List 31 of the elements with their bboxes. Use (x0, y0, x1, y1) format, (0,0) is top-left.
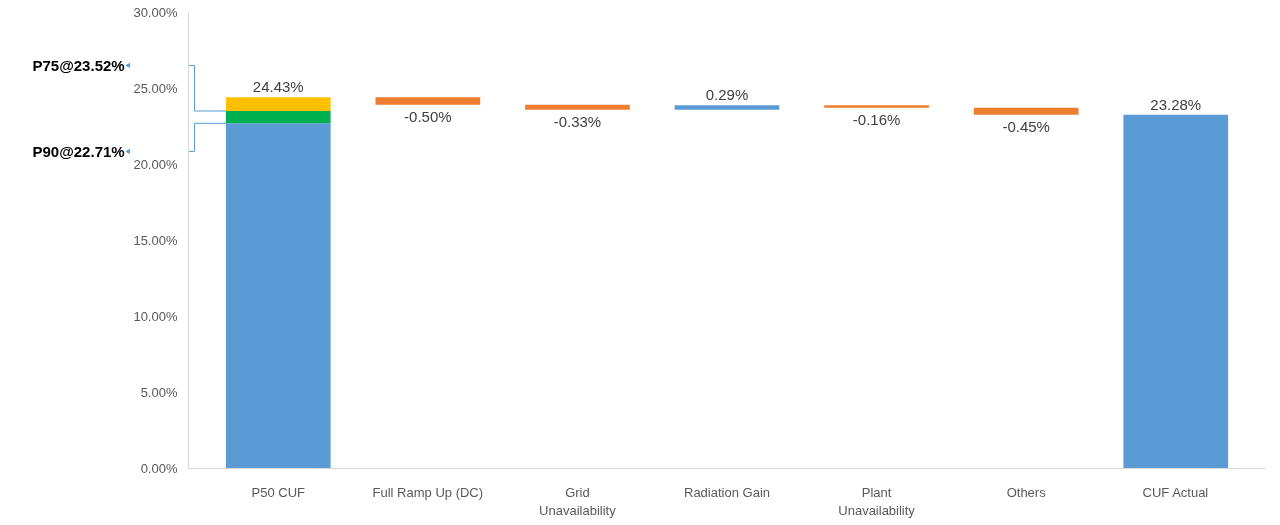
x-tick-label: Plant Unavailability (838, 484, 916, 518)
y-tick-label: 30.00% (133, 5, 178, 20)
y-tick-label: 5.00% (140, 385, 178, 400)
text: P75@23.52% (32, 56, 125, 74)
y-tick-label: 10.00% (133, 309, 178, 324)
text: P90@22.71% (32, 142, 125, 160)
x-tick-label: Others (1006, 484, 1047, 500)
data-label: -0.45% (1002, 117, 1050, 135)
y-tick-label: 0.00% (140, 461, 178, 476)
data-label: 24.43% (252, 78, 304, 96)
bar (824, 105, 929, 108)
bar (225, 111, 331, 124)
x-tick-label: P50 CUF (251, 484, 306, 500)
data-label: -0.16% (852, 110, 901, 128)
x-tick-label: Grid Unavailability (539, 484, 617, 518)
x-tick-label: Full Ramp Up (DC) (372, 484, 484, 500)
bar (225, 97, 331, 111)
data-label: 0.29% (705, 86, 749, 104)
bar (1123, 114, 1229, 469)
bar (525, 104, 630, 110)
bar (375, 97, 481, 105)
y-tick-label: 25.00% (133, 81, 178, 96)
bar (674, 105, 780, 110)
data-label: 23.28% (1150, 95, 1202, 113)
x-tick-label: Radiation Gain (684, 484, 770, 500)
y-tick-label: 15.00% (133, 233, 178, 248)
bar (973, 107, 1079, 115)
x-tick-label: CUF Actual (1142, 484, 1209, 500)
data-label: -0.33% (553, 112, 602, 130)
y-tick-label: 20.00% (133, 157, 178, 172)
data-label: -0.50% (404, 107, 452, 125)
